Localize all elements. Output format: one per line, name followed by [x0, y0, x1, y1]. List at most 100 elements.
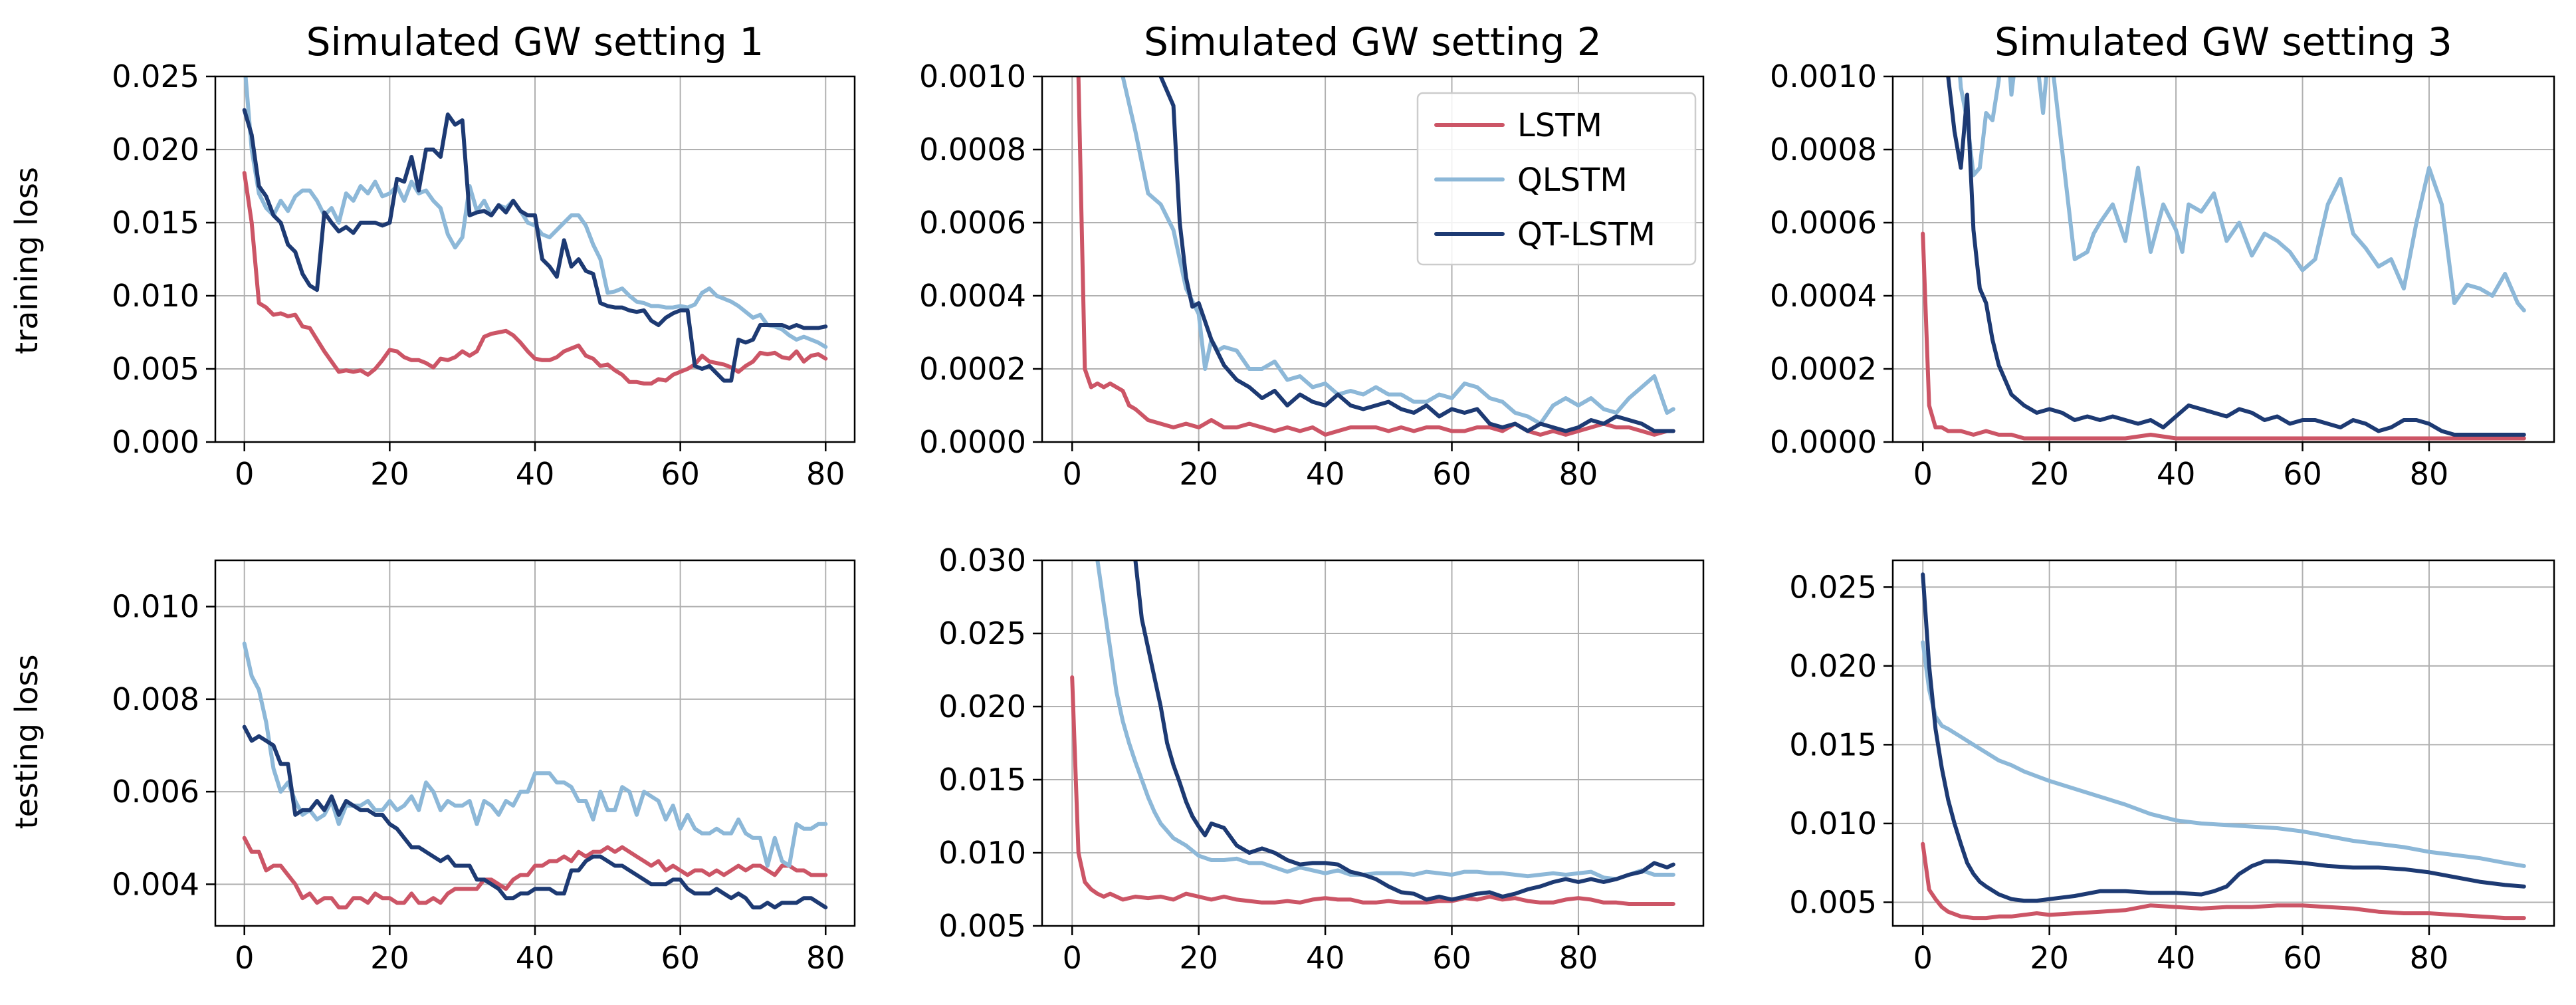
legend: LSTM QLSTM QT-LSTM: [1416, 92, 1697, 266]
y-tick-label-5-1: 0.010: [938, 835, 1026, 871]
y-tick-label-5-3: 0.020: [938, 689, 1026, 725]
y-tick-label-2-1: 0.0002: [919, 351, 1026, 387]
chart-title-2: Simulated GW setting 2: [1144, 19, 1602, 64]
chart-title-3: Simulated GW setting 3: [1994, 19, 2452, 64]
y-tick-label-6-1: 0.010: [1789, 806, 1877, 841]
plot-frame-5: [1041, 559, 1705, 927]
x-tick-label-3-1: 20: [2030, 456, 2069, 492]
legend-label-lstm: LSTM: [1517, 107, 1602, 144]
y-tick-label-1-2: 0.010: [112, 278, 199, 314]
x-tick-label-4-1: 20: [370, 940, 409, 976]
y-tick-label-5-2: 0.015: [938, 762, 1026, 798]
chart-title-1: Simulated GW setting 1: [306, 19, 764, 64]
x-tick-label-2-3: 60: [1432, 456, 1471, 492]
chart-panel-5: 0 20 40 60 80 0.005 0.010 0.015 0.020 0.025 0.030: [938, 542, 1705, 976]
series-line-lstm-panel-2: [1076, 76, 1675, 437]
y-tick-label-6-3: 0.020: [1789, 648, 1877, 684]
y-tick-label-1-1: 0.005: [112, 351, 199, 387]
legend-box: [1416, 92, 1697, 266]
x-tick-label-2-1: 20: [1179, 456, 1218, 492]
series-line-qt-lstm-panel-3: [1946, 76, 2526, 437]
y-tick-label-4-0: 0.004: [112, 866, 199, 902]
x-tick-label-4-0: 0: [235, 940, 254, 976]
x-tick-label-5-1: 20: [1179, 940, 1218, 976]
series-line-lstm-panel-1: [242, 171, 828, 386]
series-line-qlstm-panel-4: [242, 641, 828, 868]
series-line-lstm-panel-3: [1921, 231, 2526, 441]
y-tick-label-5-4: 0.025: [938, 615, 1026, 651]
plot-frame-2: [1041, 75, 1705, 443]
y-tick-label-5-5: 0.030: [938, 542, 1026, 578]
y-tick-label-6-2: 0.015: [1789, 726, 1877, 762]
y-tick-label-1-3: 0.015: [112, 205, 199, 241]
x-tick-label-5-3: 60: [1432, 940, 1471, 976]
chart-panel-1: 0 20 40 60 80 0.000 0.005 0.010 0.015 0.020 0.025 S…: [112, 19, 856, 492]
y-tick-label-1-4: 0.020: [112, 132, 199, 168]
legend-label-qlstm: QLSTM: [1517, 162, 1628, 199]
x-tick-label-6-3: 60: [2283, 940, 2322, 976]
x-tick-label-2-4: 80: [1559, 456, 1598, 492]
y-tick-label-6-4: 0.025: [1789, 569, 1877, 605]
x-tick-label-6-4: 80: [2410, 940, 2449, 976]
y-tick-label-4-1: 0.006: [112, 774, 199, 810]
x-tick-label-3-4: 80: [2410, 456, 2449, 492]
y-tick-label-4-3: 0.010: [112, 589, 199, 625]
y-tick-label-2-4: 0.0008: [919, 132, 1026, 168]
y-tick-label-3-4: 0.0008: [1770, 132, 1877, 168]
x-tick-label-6-0: 0: [1913, 940, 1933, 976]
y-tick-label-1-5: 0.025: [112, 58, 199, 94]
chart-panel-2: 0 20 40 60 80 0.0000 0.0002 0.0004 0.0006 0.0008 0…: [919, 19, 1705, 492]
series-line-qt-lstm-panel-5: [1133, 560, 1675, 902]
y-tick-label-2-0: 0.0000: [919, 424, 1026, 460]
x-tick-label-2-0: 0: [1063, 456, 1082, 492]
chart-panel-6: 0 20 40 60 80 0.005 0.010 0.015 0.020 0.025: [1789, 559, 2555, 976]
series-line-qt-lstm-panel-6: [1921, 572, 2526, 903]
row-label-training: training loss: [9, 167, 45, 354]
x-tick-label-5-2: 40: [1306, 940, 1345, 976]
y-tick-label-3-1: 0.0002: [1770, 351, 1877, 387]
series-line-lstm-panel-6: [1921, 841, 2526, 921]
series-line-qlstm-panel-5: [1095, 560, 1675, 881]
series-line-lstm-panel-4: [242, 836, 828, 910]
y-tick-label-3-2: 0.0004: [1770, 278, 1877, 314]
series-line-qlstm-panel-2: [1121, 76, 1675, 426]
x-tick-label-4-3: 60: [661, 940, 700, 976]
x-tick-label-2-2: 40: [1306, 456, 1345, 492]
y-tick-label-2-2: 0.0004: [919, 278, 1026, 314]
x-tick-label-3-2: 40: [2157, 456, 2196, 492]
x-tick-label-6-1: 20: [2030, 940, 2069, 976]
chart-panel-4: 0 20 40 60 80 0.004 0.006 0.008 0.010: [112, 559, 856, 976]
x-tick-label-3-0: 0: [1913, 456, 1933, 492]
series-line-qt-lstm-panel-1: [242, 108, 828, 383]
y-tick-label-3-0: 0.0000: [1770, 424, 1877, 460]
y-tick-label-5-0: 0.005: [938, 908, 1026, 944]
panels: 0 20 40 60 80 0.000 0.005 0.010 0.015 0.020 0.025 S…: [112, 19, 2555, 976]
y-tick-label-1-0: 0.000: [112, 424, 199, 460]
x-tick-label-1-2: 40: [516, 456, 555, 492]
y-tick-label-6-0: 0.005: [1789, 884, 1877, 920]
x-tick-label-3-3: 60: [2283, 456, 2322, 492]
y-tick-label-3-3: 0.0006: [1770, 205, 1877, 241]
x-tick-label-5-4: 80: [1559, 940, 1598, 976]
x-tick-label-4-4: 80: [806, 940, 845, 976]
y-tick-label-4-2: 0.008: [112, 681, 199, 717]
legend-label-qt-lstm: QT-LSTM: [1517, 216, 1656, 253]
y-tick-label-3-5: 0.0010: [1770, 58, 1877, 94]
series-line-qlstm-panel-6: [1921, 640, 2526, 868]
x-tick-label-1-4: 80: [806, 456, 845, 492]
series-line-lstm-panel-5: [1070, 675, 1675, 906]
plot-frame-6: [1891, 559, 2555, 927]
x-tick-label-1-3: 60: [661, 456, 700, 492]
series-line-qlstm-panel-3: [1958, 76, 2526, 312]
row-label-testing: testing loss: [9, 655, 45, 830]
y-tick-label-2-3: 0.0006: [919, 205, 1026, 241]
y-tick-label-2-5: 0.0010: [919, 58, 1026, 94]
chart-panel-3: 0 20 40 60 80 0.0000 0.0002 0.0004 0.0006 0.0008 0…: [1770, 19, 2555, 492]
x-tick-label-1-1: 20: [370, 456, 409, 492]
plot-frame-3: [1891, 75, 2555, 443]
x-tick-label-6-2: 40: [2157, 940, 2196, 976]
x-tick-label-1-0: 0: [235, 456, 254, 492]
x-tick-label-4-2: 40: [516, 940, 555, 976]
series-line-qt-lstm-panel-4: [242, 725, 828, 910]
